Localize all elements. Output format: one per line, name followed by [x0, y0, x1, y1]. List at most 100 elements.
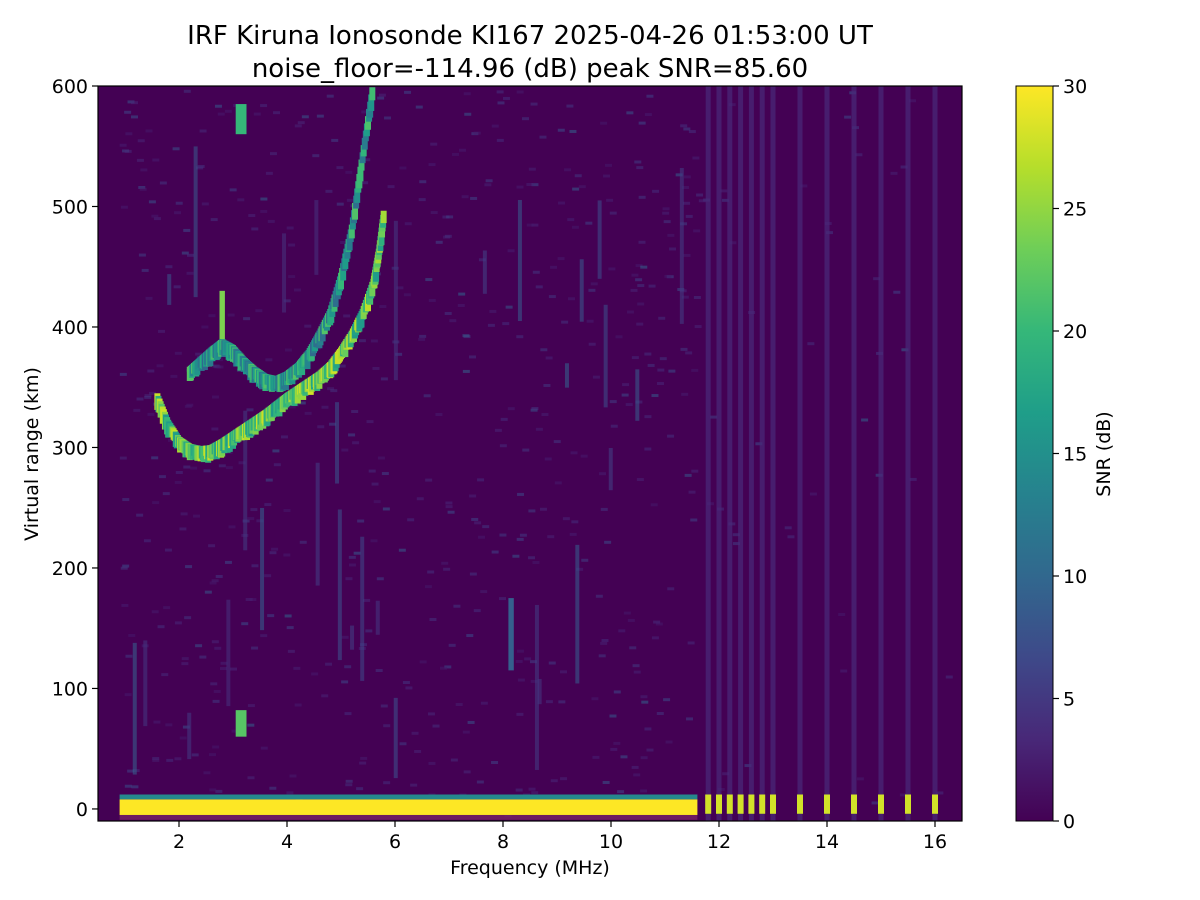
- noise-cell: [148, 200, 156, 204]
- noise-cell: [370, 539, 378, 543]
- noise-cell: [137, 139, 145, 143]
- noise-cell: [363, 158, 371, 162]
- noise-cell: [474, 521, 482, 525]
- noise-cell: [685, 351, 693, 355]
- noise-cell: [210, 218, 218, 222]
- ground-echo-edge: [119, 814, 698, 820]
- noise-cell: [610, 747, 618, 751]
- noise-cell: [641, 700, 649, 704]
- noise-cell: [136, 397, 144, 401]
- noise-cell: [368, 469, 376, 473]
- noise-cell: [139, 187, 147, 191]
- trace-cell: [357, 166, 364, 182]
- noise-cell: [250, 508, 258, 512]
- noise-cell: [586, 319, 594, 323]
- noise-cell: [530, 102, 538, 106]
- noise-cell: [331, 138, 339, 142]
- noise-cell: [267, 614, 275, 618]
- colorbar-tick-label: 20: [1063, 321, 1087, 343]
- noise-cell: [435, 240, 443, 244]
- noise-cell: [638, 240, 646, 244]
- noise-cell: [838, 613, 846, 617]
- noise-cell: [618, 629, 626, 633]
- noise-cell: [260, 746, 268, 750]
- noise-cell: [345, 577, 353, 581]
- heatmap-plot-area: [98, 86, 962, 821]
- noise-cell: [631, 273, 639, 277]
- noise-cell: [120, 205, 128, 209]
- noise-cell: [325, 662, 333, 666]
- noise-cell: [317, 425, 325, 429]
- trace-cell: [369, 281, 376, 297]
- noise-cell: [326, 94, 334, 98]
- noise-cell: [688, 490, 696, 494]
- noise-cell: [610, 424, 618, 428]
- noise-cell: [185, 565, 193, 569]
- noise-cell: [212, 364, 220, 368]
- noise-cell: [569, 532, 577, 536]
- channel-ground-echo: [759, 794, 766, 814]
- noise-cell: [444, 311, 452, 315]
- noise-cell: [199, 655, 207, 659]
- noise-cell: [515, 788, 523, 792]
- noise-cell: [127, 769, 135, 773]
- noise-cell: [665, 740, 673, 744]
- noise-cell: [809, 492, 817, 496]
- noise-cell: [600, 121, 608, 125]
- noise-cell: [893, 290, 901, 294]
- noise-cell: [840, 669, 848, 673]
- noise-cell: [945, 675, 953, 679]
- noise-cell: [455, 703, 463, 707]
- interference-streak: [335, 402, 340, 484]
- noise-cell: [265, 478, 273, 482]
- noise-cell: [379, 305, 387, 309]
- noise-cell: [352, 441, 360, 445]
- noise-cell: [271, 547, 279, 551]
- noise-cell: [500, 417, 508, 421]
- colorbar-tick-label: 15: [1063, 444, 1087, 466]
- noise-cell: [663, 220, 671, 224]
- channel-column: [716, 86, 722, 821]
- y-tick-label: 300: [52, 437, 88, 459]
- noise-cell: [469, 572, 477, 576]
- noise-cell: [635, 278, 643, 282]
- noise-cell: [380, 377, 388, 381]
- noise-cell: [710, 415, 718, 419]
- noise-cell: [162, 492, 170, 496]
- y-axis-label: Virtual range (km): [21, 367, 43, 541]
- trace-cell: [346, 234, 353, 251]
- noise-cell: [264, 503, 272, 507]
- noise-cell: [121, 603, 129, 607]
- noise-cell: [681, 295, 689, 299]
- noise-cell: [560, 670, 568, 674]
- x-tick-label: 8: [497, 831, 509, 853]
- noise-cell: [209, 753, 217, 757]
- noise-cell: [325, 189, 333, 193]
- interference-streak: [393, 697, 398, 779]
- noise-cell: [267, 219, 275, 223]
- noise-cell: [535, 427, 543, 431]
- noise-cell: [170, 374, 178, 378]
- channel-column: [851, 86, 857, 821]
- noise-cell: [529, 660, 537, 664]
- noise-cell: [414, 749, 422, 753]
- noise-cell: [208, 314, 216, 318]
- noise-cell: [489, 309, 497, 313]
- noise-cell: [807, 342, 815, 346]
- noise-cell: [443, 567, 451, 571]
- x-axis: 2 4 6 8 10 12 14 16: [173, 821, 947, 853]
- noise-cell: [361, 110, 369, 114]
- noise-cell: [463, 92, 471, 96]
- trace-cell: [361, 137, 368, 150]
- noise-cell: [195, 644, 203, 648]
- x-tick-label: 14: [815, 831, 839, 853]
- chart-title: IRF Kiruna Ionosonde KI167 2025-04-26 01…: [187, 21, 873, 51]
- noise-cell: [360, 756, 368, 760]
- noise-cell: [477, 478, 485, 482]
- noise-cell: [548, 661, 556, 665]
- channel-ground-echo: [726, 794, 733, 814]
- noise-cell: [640, 756, 648, 760]
- noise-cell: [491, 550, 499, 554]
- noise-cell: [445, 505, 453, 509]
- trace-cell: [360, 145, 367, 157]
